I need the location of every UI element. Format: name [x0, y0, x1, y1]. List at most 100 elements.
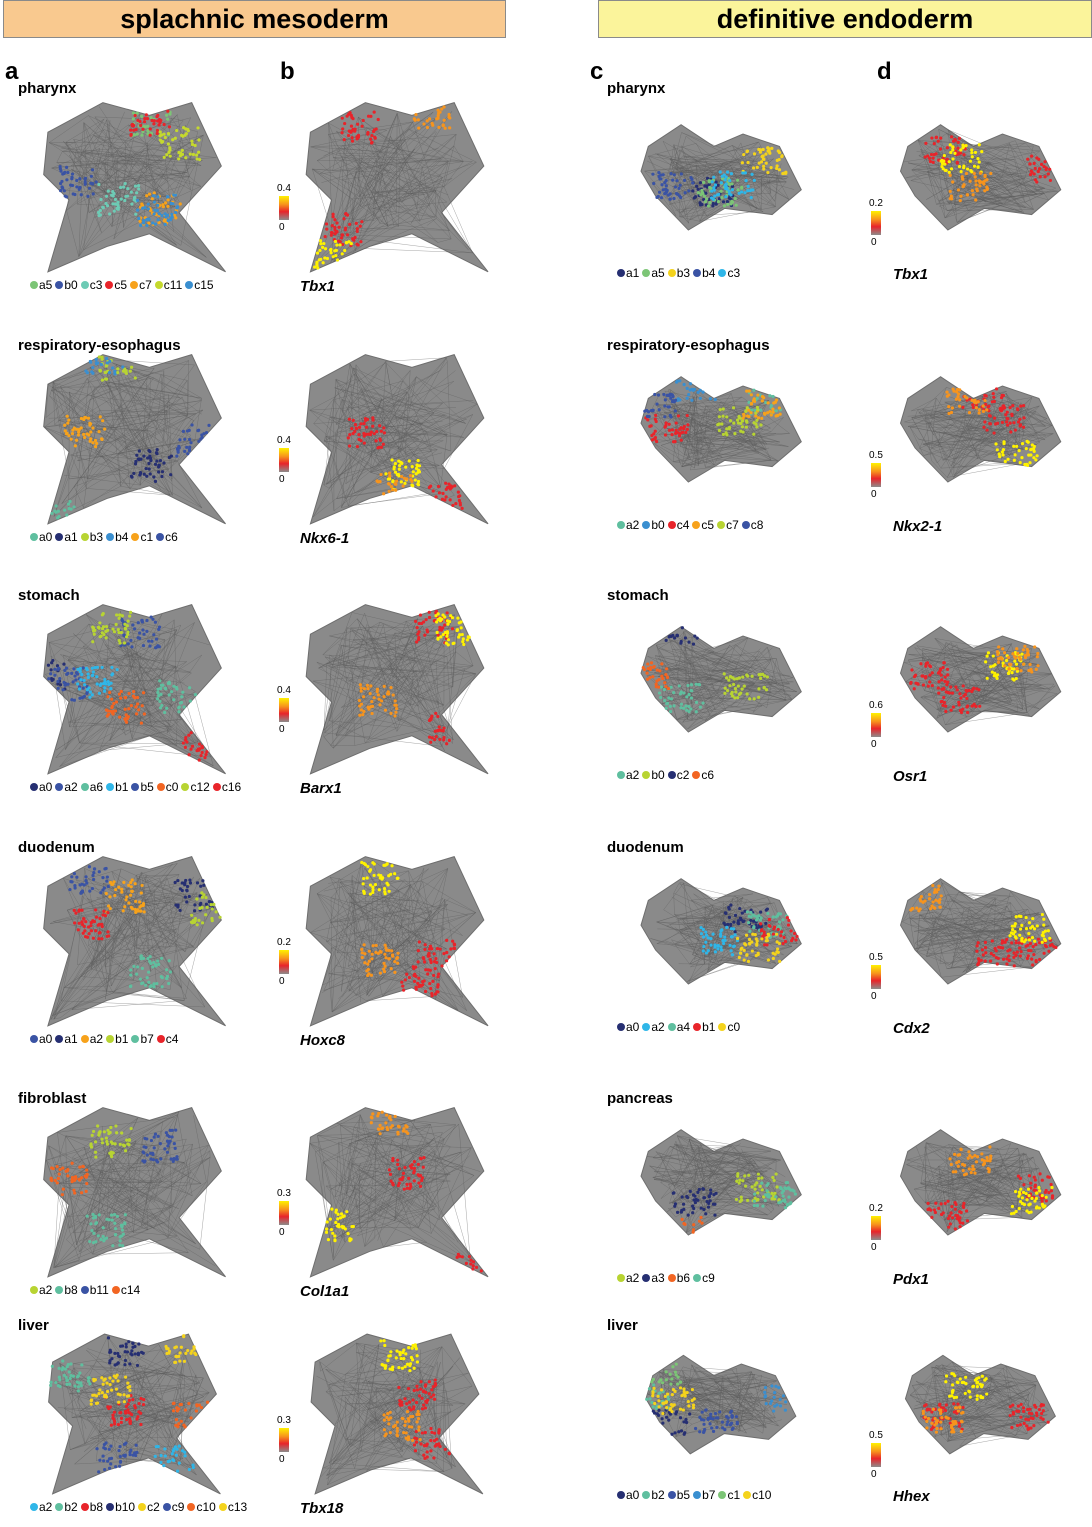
cluster-graph-endo [640, 1129, 802, 1236]
legend-label: b8 [89, 1500, 104, 1514]
legend-label: c2 [147, 1500, 160, 1514]
legend-dot [162, 1503, 171, 1511]
legend-dot [617, 521, 625, 529]
legend-dot [80, 1035, 89, 1043]
organ-label-endo: pharynx [607, 80, 666, 97]
legend-dot [693, 1023, 702, 1031]
legend-item: b0 [55, 278, 78, 292]
colorbar-max-label: 0.4 [277, 685, 291, 696]
graph-nodes [699, 903, 799, 963]
colorbar-min-label: 0 [279, 474, 285, 485]
legend-dot [642, 1274, 651, 1282]
expression-graph-endo [904, 1354, 1056, 1455]
legend-dot [717, 521, 726, 529]
legend-item: c11 [154, 278, 182, 292]
legend-dot [218, 1503, 227, 1511]
organ-label-meso: respiratory-esophagus [18, 337, 181, 354]
colorbar-max-label: 0.2 [277, 937, 291, 948]
legend-item: c12 [181, 780, 210, 794]
graph-nodes [641, 626, 769, 714]
graph-nodes [50, 355, 211, 520]
graph-nodes [651, 146, 788, 208]
organ-label-endo: pancreas [607, 1090, 673, 1107]
organ-label-meso: pharynx [18, 80, 77, 97]
graph-nodes [357, 609, 471, 746]
legend-dot [642, 269, 651, 277]
legend-label: c0 [165, 780, 179, 794]
legend-label: a2 [651, 1020, 665, 1034]
cluster-graph-endo [645, 1354, 797, 1455]
graph-nodes [945, 387, 1039, 467]
graph-outline [43, 1107, 226, 1278]
organ-label-meso: stomach [18, 587, 80, 604]
legend-dot [667, 1491, 676, 1499]
legend-label: b2 [651, 1488, 665, 1502]
legend-dot [642, 521, 651, 529]
panel-letter-b: b [280, 58, 295, 85]
legend-item: c14 [111, 1283, 140, 1297]
legend-item: c7 [130, 278, 152, 292]
header-definitive-endoderm: definitive endoderm [598, 0, 1092, 38]
expression-graph-meso [305, 102, 489, 273]
legend-dot [30, 1035, 38, 1043]
legend-item: c5 [105, 278, 127, 292]
legend-item: b4 [693, 266, 715, 280]
graph-edges [49, 863, 213, 1020]
legend-label: c3 [727, 266, 741, 280]
colorbar [279, 698, 289, 722]
legend-dot [693, 1274, 702, 1282]
legend-label: a2 [39, 1500, 53, 1514]
legend-dot [154, 281, 163, 289]
legend-item: c1 [718, 1488, 740, 1502]
legend-label: c6 [701, 768, 715, 782]
legend-label: b4 [115, 530, 129, 544]
legend-label: a1 [64, 1032, 78, 1046]
legend-dot [693, 269, 702, 277]
legend-item: b11 [80, 1283, 109, 1297]
organ-label-endo: liver [607, 1317, 638, 1334]
legend-label: c13 [227, 1500, 248, 1514]
legend-label: a0 [626, 1488, 640, 1502]
legend-item: c15 [185, 278, 214, 292]
legend-item: b0 [642, 518, 665, 532]
legend-label: a0 [39, 1032, 53, 1046]
legend-dot [30, 783, 38, 791]
graph-nodes [923, 135, 1053, 203]
legend-dot [743, 1491, 752, 1499]
legend-item: a5 [30, 278, 52, 292]
colorbar-max-label: 0.5 [869, 952, 883, 963]
legend-label: a4 [676, 1020, 691, 1034]
legend-label: c9 [702, 1271, 715, 1285]
legend-item: c2 [667, 768, 689, 782]
legend-item: b6 [667, 1271, 690, 1285]
legend-dot [156, 783, 165, 791]
legend-item: a2 [617, 518, 639, 532]
colorbar-max-label: 0.4 [277, 435, 291, 446]
legend-item: c5 [692, 518, 714, 532]
legend-label: c10 [196, 1500, 216, 1514]
graph-edges [310, 860, 476, 1013]
legend-item: c13 [218, 1500, 248, 1514]
legend-dot [617, 1274, 625, 1282]
cluster-legend-endo: a2 b0 c2 c6 [617, 768, 717, 782]
legend-label: b7 [140, 1032, 154, 1046]
legend-dot [55, 533, 64, 541]
cluster-legend-meso: a5 b0 c3 c5 c7 c11 c15 [30, 278, 217, 292]
legend-label: b2 [64, 1500, 78, 1514]
legend-dot [156, 533, 165, 541]
legend-label: a1 [64, 530, 78, 544]
legend-dot [106, 783, 115, 791]
expression-graph-endo [899, 626, 1062, 733]
legend-label: c10 [752, 1488, 772, 1502]
legend-item: a0 [617, 1020, 639, 1034]
graph-nodes [324, 1110, 483, 1273]
colorbar-max-label: 0.2 [869, 198, 883, 209]
graph-edges [312, 612, 476, 752]
graph-edges [904, 638, 1058, 725]
legend-dot [642, 771, 651, 779]
colorbar-min-label: 0 [279, 1454, 285, 1465]
legend-label: a2 [64, 780, 78, 794]
gene-label-endo: Cdx2 [893, 1020, 930, 1037]
colorbar-min-label: 0 [279, 1227, 285, 1238]
legend-item: b3 [80, 530, 103, 544]
